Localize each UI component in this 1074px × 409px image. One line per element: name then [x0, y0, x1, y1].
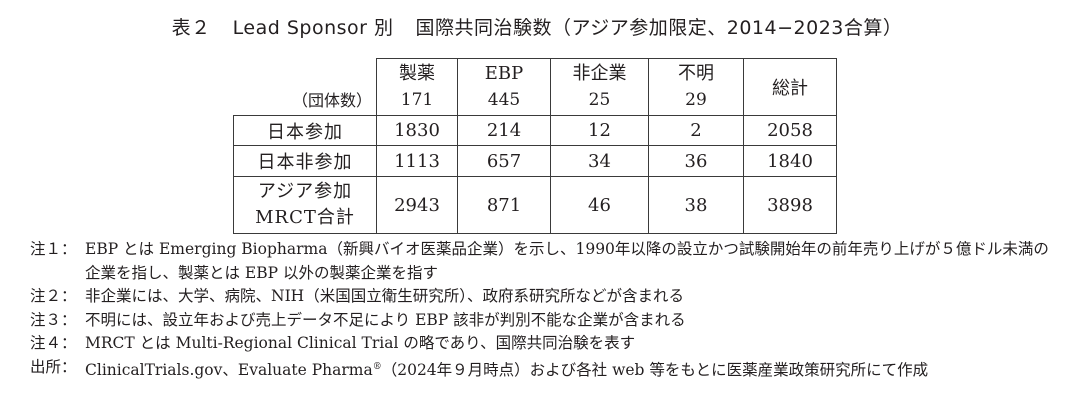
column-header-unknown: 不明 29 — [648, 58, 744, 116]
cell: 214 — [457, 115, 551, 146]
row-label-line: アジア参加 — [257, 181, 353, 202]
cell: 3898 — [743, 176, 837, 234]
column-label: 不明 — [678, 63, 714, 84]
cell: 1113 — [376, 145, 458, 177]
cell: 1830 — [376, 115, 458, 146]
row-label: アジア参加 MRCT合計 — [233, 176, 377, 234]
cell: 36 — [648, 145, 744, 177]
source-text: ClinicalTrials.gov、Evaluate Pharma — [85, 360, 373, 379]
note-text: MRCT とは Multi-Regional Clinical Trial の略… — [85, 334, 636, 352]
column-header-pharma: 製薬 171 — [376, 58, 458, 116]
note-text: ClinicalTrials.gov、Evaluate Pharma®（2024… — [85, 356, 1060, 383]
column-count: 29 — [685, 90, 707, 110]
column-count: 25 — [588, 90, 611, 110]
sponsor-table: （団体数） 製薬 171 EBP 445 非企業 25 不明 29 総計 日本参… — [233, 58, 837, 234]
cell: 2 — [648, 115, 744, 146]
note-4: 注４： MRCT とは Multi-Regional Clinical Tria… — [30, 332, 1060, 356]
note-2: 注２： 非企業には、大学、病院、NIH（米国国立衛生研究所）、政府系研究所などが… — [30, 285, 1060, 309]
column-label: EBP — [484, 63, 524, 84]
source-note: 出所： ClinicalTrials.gov、Evaluate Pharma®（… — [30, 356, 1060, 383]
column-header-ebp: EBP 445 — [457, 58, 551, 116]
column-count: 445 — [487, 90, 521, 110]
note-3: 注３： 不明には、設立年および売上データ不足により EBP 該非が判別不能な企業… — [30, 309, 1060, 333]
cell: 46 — [550, 176, 649, 234]
table-row: アジア参加 MRCT合計 2943 871 46 38 3898 — [233, 176, 837, 234]
column-header-non-company: 非企業 25 — [550, 58, 649, 116]
note-text: EBP とは Emerging Biopharma（新興バイオ医薬品企業）を示し… — [85, 240, 1049, 282]
source-text-cont: （2024年９月時点）および各社 web 等をもとに医薬産業政策研究所にて作成 — [381, 360, 929, 379]
header-row: （団体数） 製薬 171 EBP 445 非企業 25 不明 29 総計 — [233, 58, 837, 116]
note-1: 注１： EBP とは Emerging Biopharma（新興バイオ医薬品企業… — [30, 238, 1060, 285]
note-label: 注３： — [30, 310, 77, 329]
cell: 2058 — [743, 115, 837, 146]
cell: 657 — [457, 145, 551, 177]
cell: 38 — [648, 176, 744, 234]
note-label: 注２： — [30, 287, 77, 305]
row-label-line: MRCT合計 — [255, 207, 355, 228]
cell: 34 — [550, 145, 649, 177]
note-text: 不明には、設立年および売上データ不足により EBP 該非が判別不能な企業が含まれ… — [85, 310, 686, 329]
cell: 871 — [457, 176, 551, 234]
column-label: 非企業 — [572, 63, 627, 84]
title-part-1: Lead Sponsor 別 — [232, 17, 394, 39]
title-part-2: 国際共同治験数（アジア参加限定、2014−2023合算） — [415, 17, 903, 39]
registered-mark: ® — [372, 361, 382, 372]
notes: 注１： EBP とは Emerging Biopharma（新興バイオ医薬品企業… — [30, 238, 1060, 382]
cell: 12 — [550, 115, 649, 146]
cell: 2943 — [376, 176, 458, 234]
column-count: 171 — [400, 90, 434, 110]
note-label: 注４： — [30, 334, 77, 352]
table-row: 日本非参加 1113 657 34 36 1840 — [233, 145, 837, 177]
corner-label: （団体数） — [233, 58, 377, 116]
column-label: 製薬 — [399, 63, 435, 84]
cell: 1840 — [743, 145, 837, 177]
row-label: 日本参加 — [233, 115, 377, 146]
table-row: 日本参加 1830 214 12 2 2058 — [233, 115, 837, 146]
table-title: 表２ Lead Sponsor 別国際共同治験数（アジア参加限定、2014−202… — [0, 13, 1074, 40]
note-label: 注１： — [30, 240, 77, 258]
row-label: 日本非参加 — [233, 145, 377, 177]
table-number: 表２ — [171, 17, 211, 39]
note-label: 出所： — [30, 357, 77, 376]
note-text: 非企業には、大学、病院、NIH（米国国立衛生研究所）、政府系研究所などが含まれる — [85, 287, 684, 305]
column-header-total: 総計 — [743, 58, 837, 116]
